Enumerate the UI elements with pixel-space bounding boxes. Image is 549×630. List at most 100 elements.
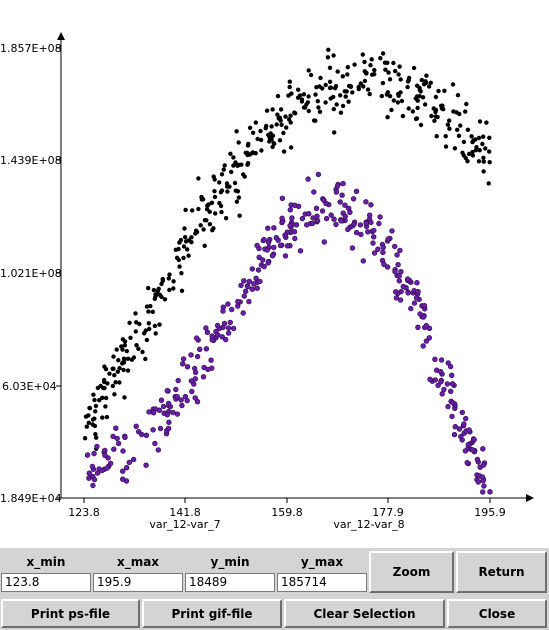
data-point <box>333 221 339 228</box>
data-point <box>368 62 373 68</box>
data-point <box>368 202 374 208</box>
data-point <box>396 72 401 77</box>
data-point <box>363 220 369 226</box>
data-point <box>438 357 445 363</box>
data-point <box>415 105 420 111</box>
data-point <box>271 244 277 251</box>
data-point <box>367 212 373 218</box>
data-point <box>471 437 477 443</box>
data-point <box>146 409 152 415</box>
data-point <box>432 118 437 124</box>
data-point <box>126 459 133 466</box>
data-point <box>463 415 469 422</box>
data-point <box>210 228 215 233</box>
data-point <box>337 199 343 205</box>
data-point <box>392 268 398 275</box>
data-point <box>469 134 474 139</box>
data-point <box>205 203 210 208</box>
data-point <box>162 297 168 302</box>
data-point <box>166 276 171 281</box>
y-min-field[interactable]: 18489 <box>185 573 275 592</box>
data-point <box>188 352 194 358</box>
data-point <box>365 229 371 235</box>
data-point <box>435 382 441 389</box>
data-point <box>369 57 374 62</box>
x-max-field[interactable]: 195.9 <box>93 573 183 592</box>
data-point <box>148 303 153 309</box>
y-max-label: y_max <box>300 555 344 569</box>
data-point <box>461 421 467 427</box>
print-ps-button[interactable]: Print ps-file <box>1 599 140 628</box>
data-point <box>293 222 300 228</box>
y-max-field[interactable]: 185714 <box>277 573 367 592</box>
data-point <box>86 420 92 425</box>
data-point <box>358 81 363 86</box>
data-point <box>176 246 181 252</box>
data-point <box>102 447 108 454</box>
data-point <box>452 146 458 151</box>
x-min-field[interactable]: 123.8 <box>1 573 91 592</box>
data-point <box>100 415 105 420</box>
data-point <box>411 300 418 306</box>
close-button[interactable]: Close <box>447 599 547 628</box>
clear-selection-button[interactable]: Clear Selection <box>284 599 445 628</box>
scatter-plot[interactable]: 1.849E+04 6.03E+04 1.021E+08 1.439E+08 1… <box>0 0 549 548</box>
data-point <box>338 218 344 224</box>
zoom-button[interactable]: Zoom <box>369 551 454 593</box>
data-point <box>456 426 463 432</box>
data-point <box>89 463 96 470</box>
data-point <box>115 440 122 447</box>
data-point <box>234 199 240 204</box>
data-point <box>117 380 122 385</box>
return-button[interactable]: Return <box>456 551 547 593</box>
data-point <box>82 436 88 441</box>
data-point <box>270 107 275 112</box>
data-point <box>389 107 394 113</box>
data-point <box>111 366 116 371</box>
data-point <box>328 85 334 90</box>
data-point <box>146 321 151 326</box>
data-point <box>139 431 145 438</box>
data-point <box>340 74 345 79</box>
data-point <box>439 103 444 109</box>
data-point <box>102 385 107 391</box>
data-point <box>84 452 91 458</box>
data-point <box>146 285 151 291</box>
print-gif-button[interactable]: Print gif-file <box>142 599 282 628</box>
data-point <box>246 278 253 285</box>
data-point <box>334 183 341 189</box>
data-point <box>277 242 284 249</box>
data-point <box>133 311 138 316</box>
data-point <box>94 435 99 440</box>
data-point <box>458 123 463 128</box>
data-point <box>228 151 233 156</box>
data-point <box>292 110 297 115</box>
data-point <box>119 468 126 474</box>
data-point <box>413 96 418 101</box>
data-point <box>99 467 105 474</box>
data-point <box>371 234 377 240</box>
data-point <box>165 400 172 407</box>
data-point <box>356 84 361 90</box>
data-point <box>190 208 195 213</box>
data-point <box>465 442 471 448</box>
data-point <box>111 446 117 452</box>
data-point <box>110 383 116 389</box>
data-point <box>223 336 229 343</box>
data-point <box>144 304 150 309</box>
data-point <box>323 215 330 222</box>
data-point <box>321 239 327 245</box>
data-point <box>465 127 471 132</box>
data-point <box>93 432 98 437</box>
data-point <box>144 337 150 343</box>
data-point <box>481 155 486 160</box>
data-point <box>171 279 176 284</box>
data-point <box>350 90 355 95</box>
data-point <box>287 84 292 90</box>
data-point <box>115 369 121 374</box>
data-point <box>391 98 396 103</box>
data-point <box>413 295 420 301</box>
data-point <box>107 371 112 376</box>
y-min-label: y_min <box>210 555 250 569</box>
data-point <box>458 433 464 440</box>
